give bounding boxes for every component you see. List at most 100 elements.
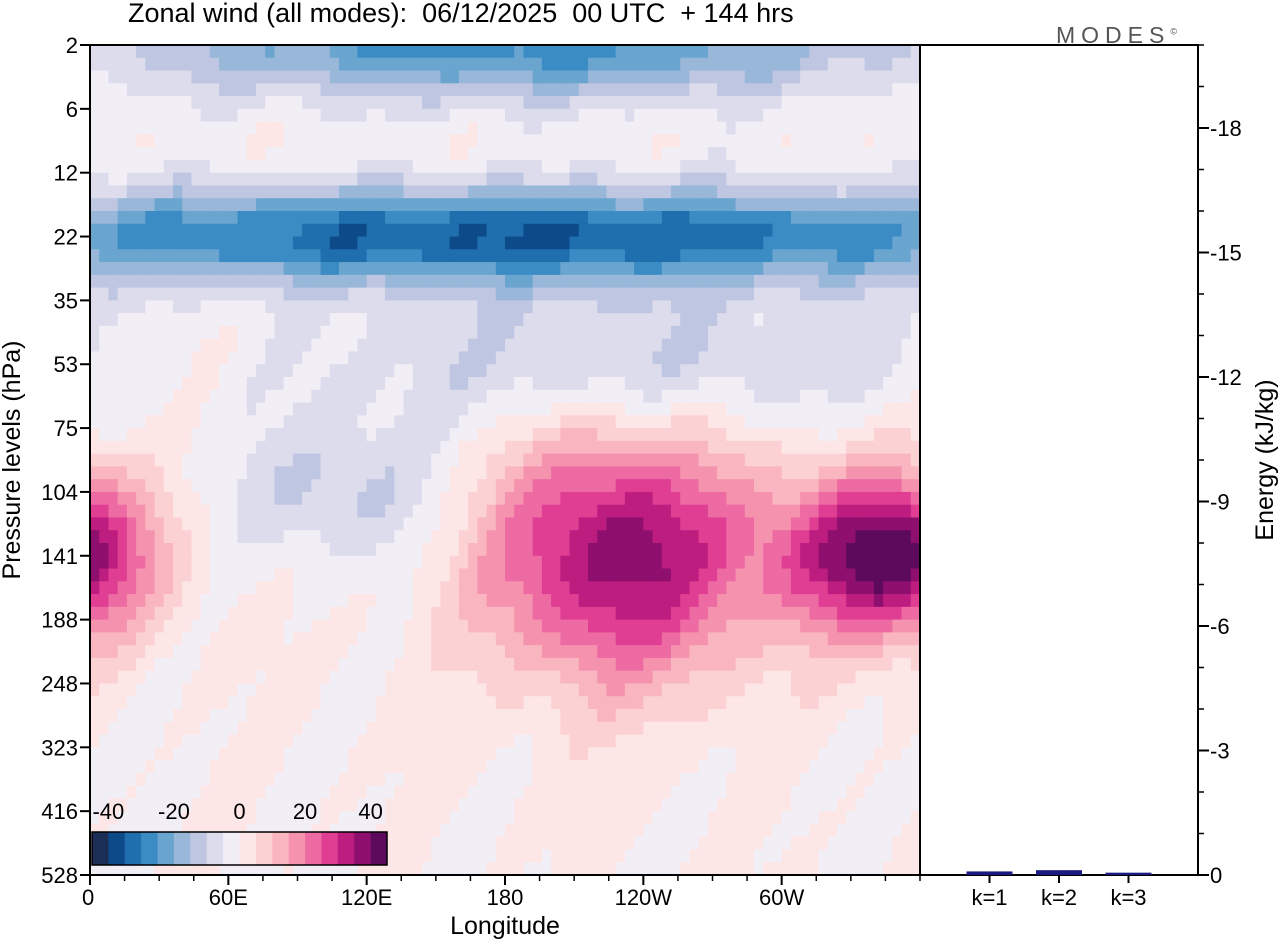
heatmap-cell [910,223,920,238]
heatmap-cell [256,159,266,174]
heatmap-cell [910,83,920,97]
heatmap-cell [846,440,857,455]
heatmap-cell [569,313,580,327]
heatmap-cell [606,262,617,276]
heatmap-cell [422,721,432,736]
heatmap-cell [551,632,561,646]
heatmap-cell [505,709,515,723]
heatmap-cell [99,555,110,570]
heatmap-cell [136,57,146,72]
heatmap-cell [800,632,810,646]
heatmap-cell [569,249,580,263]
heatmap-cell [827,594,838,608]
heatmap-cell [449,338,460,353]
heatmap-cell [385,198,395,212]
heatmap-cell [597,453,608,467]
heatmap-cell [412,428,423,442]
heatmap-cell [781,287,792,301]
heatmap-cell [837,632,847,646]
heatmap-cell [523,632,534,646]
heatmap-cell [652,670,663,685]
heatmap-cell [126,274,137,289]
heatmap-cell [246,632,257,646]
heatmap-cell [292,83,303,97]
heatmap-cell [468,211,478,225]
heatmap-cell [707,313,718,327]
heatmap-cell [283,632,294,646]
heatmap-cell [329,517,340,531]
heatmap-cell [588,619,598,633]
heatmap-cell [440,543,451,557]
heatmap-cell [744,517,755,531]
heatmap-cell [366,96,377,110]
heatmap-cell [99,351,110,365]
heatmap-cell [514,466,525,480]
heatmap-cell [246,313,257,327]
heatmap-cell [108,479,119,493]
heatmap-cell [910,568,920,582]
heatmap-cell [329,211,340,225]
heatmap-cell [90,325,100,340]
heatmap-cell [569,594,580,608]
heatmap-cell [680,325,691,340]
heatmap-cell [385,45,395,59]
heatmap-cell [292,709,303,723]
heatmap-cell [689,466,700,480]
heatmap-cell [634,543,644,557]
heatmap-cell [145,45,156,59]
heatmap-cell [809,70,820,84]
heatmap-cell [800,262,810,276]
heatmap-cell [855,683,866,697]
heatmap-cell [698,479,709,493]
heatmap-cell [246,581,257,595]
heatmap-cell [209,696,220,710]
heatmap-cell [182,670,193,685]
heatmap-cell [468,223,478,238]
heatmap-cell [375,594,386,608]
heatmap-cell [864,249,875,263]
heatmap-cell [117,415,128,429]
heatmap-cell [311,734,322,748]
heatmap-cell [551,709,561,723]
heatmap-cell [431,428,442,442]
heatmap-cell [689,543,700,557]
heatmap-cell [827,198,838,212]
heatmap-cell [514,96,525,110]
heatmap-cell [108,453,119,467]
heatmap-cell [523,83,534,97]
heatmap-cell [412,747,423,761]
heatmap-cell [689,415,700,429]
heatmap-cell [394,223,405,238]
heatmap-cell [541,236,552,250]
heatmap-cell [339,389,349,404]
heatmap-cell [256,57,266,72]
heatmap-cell [385,300,395,314]
heatmap-cell [449,351,460,365]
heatmap-cell [578,606,589,621]
heatmap-cell [375,159,386,174]
heatmap-cell [551,581,561,595]
heatmap-cell [486,683,497,697]
heatmap-cell [523,530,534,544]
heatmap-cell [855,555,866,570]
heatmap-cell [800,287,810,301]
heatmap-cell [246,734,257,748]
heatmap-cell [827,300,838,314]
heatmap-cell [366,83,377,97]
heatmap-cell [873,185,884,199]
heatmap-cell [597,351,608,365]
heatmap-cell [90,632,100,646]
heatmap-cell [818,249,829,263]
heatmap-cell [652,287,663,301]
heatmap-cell [569,325,580,340]
heatmap-cell [551,364,561,378]
heatmap-cell [578,262,589,276]
heatmap-cell [108,45,119,59]
heatmap-cell [357,262,368,276]
heatmap-cell [458,211,469,225]
heatmap-cell [292,415,303,429]
heatmap-cell [560,121,571,135]
heatmap-cell [781,274,792,289]
heatmap-cell [228,57,239,72]
heatmap-cell [449,645,460,659]
